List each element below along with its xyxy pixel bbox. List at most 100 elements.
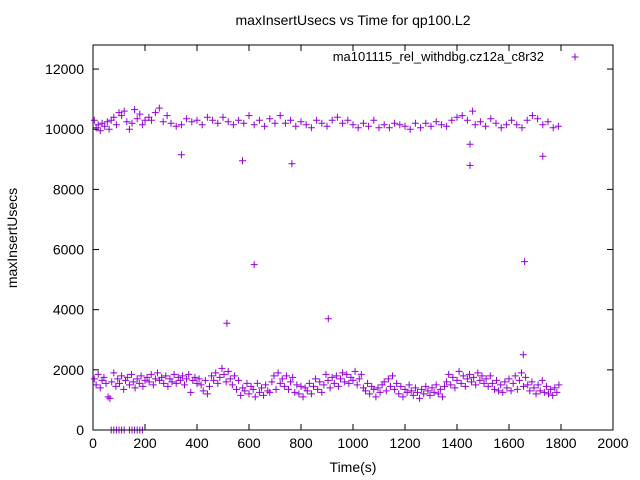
- data-point: [515, 376, 523, 384]
- data-point: [466, 161, 474, 169]
- data-point: [219, 113, 227, 121]
- data-point: [511, 372, 519, 380]
- data-point: [108, 378, 116, 386]
- data-point: [553, 388, 561, 396]
- data-point: [138, 121, 146, 129]
- data-point: [291, 388, 299, 396]
- data-point: [391, 385, 399, 393]
- y-tick-label: 0: [76, 422, 84, 438]
- data-point: [465, 370, 473, 378]
- data-point: [292, 122, 300, 130]
- data-point: [334, 382, 342, 390]
- data-point: [128, 119, 136, 127]
- data-point: [445, 370, 453, 378]
- data-point: [447, 381, 455, 389]
- data-point: [376, 388, 384, 396]
- data-point: [545, 390, 553, 398]
- data-point: [101, 122, 109, 130]
- y-tick-label: 12000: [45, 61, 84, 77]
- data-point: [542, 382, 550, 390]
- data-point: [240, 119, 248, 127]
- data-point: [268, 378, 276, 386]
- data-point: [309, 382, 317, 390]
- data-point: [499, 388, 507, 396]
- data-point: [210, 376, 218, 384]
- data-point: [323, 122, 331, 130]
- data-point: [167, 119, 175, 127]
- data-point: [437, 121, 445, 129]
- data-point: [125, 381, 133, 389]
- data-point: [434, 390, 442, 398]
- data-point: [497, 124, 505, 132]
- data-point: [555, 381, 563, 389]
- data-point: [365, 122, 373, 130]
- data-point: [397, 382, 405, 390]
- data-point: [406, 125, 414, 133]
- data-point: [245, 112, 253, 120]
- data-point: [316, 378, 324, 386]
- data-point: [205, 382, 213, 390]
- data-point: [177, 121, 185, 129]
- y-tick-label: 4000: [53, 302, 84, 318]
- data-point: [297, 382, 305, 390]
- data-point: [282, 372, 290, 380]
- data-point: [471, 121, 479, 129]
- data-point: [149, 381, 157, 389]
- legend-label: ma101115_rel_withdbg.cz12a_c8r32: [333, 49, 544, 64]
- data-point: [384, 375, 392, 383]
- data-point: [349, 121, 357, 129]
- data-point: [191, 373, 199, 381]
- x-tick-label: 400: [185, 435, 209, 451]
- legend: ma101115_rel_withdbg.cz12a_c8r32: [333, 49, 579, 64]
- data-point: [413, 388, 421, 396]
- data-point: [208, 372, 216, 380]
- data-point: [147, 370, 155, 378]
- data-point: [518, 124, 526, 132]
- data-point: [386, 382, 394, 390]
- data-point: [441, 382, 449, 390]
- data-point: [112, 121, 120, 129]
- data-point: [385, 124, 393, 132]
- legend-marker: [571, 53, 579, 61]
- data-point: [426, 391, 434, 399]
- x-axis-ticks: 0 200 400 600 800 1000 1200 1400 1600 1800 2000: [89, 45, 629, 451]
- data-point: [172, 379, 180, 387]
- data-point: [403, 388, 411, 396]
- data-point: [530, 384, 538, 392]
- data-point: [139, 382, 147, 390]
- data-point: [476, 376, 484, 384]
- data-point: [532, 390, 540, 398]
- y-axis-ticks: 0 2000 4000 6000 8000 10000 12000: [45, 61, 613, 438]
- data-point: [526, 387, 534, 395]
- data-point: [349, 376, 357, 384]
- data-point: [295, 390, 303, 398]
- data-point: [313, 116, 321, 124]
- data-point: [395, 390, 403, 398]
- data-point: [508, 116, 516, 124]
- data-point: [505, 375, 513, 383]
- data-point: [195, 375, 203, 383]
- data-point: [307, 124, 315, 132]
- x-tick-label: 1200: [389, 435, 420, 451]
- data-point: [322, 370, 330, 378]
- data-point: [243, 379, 251, 387]
- data-point: [148, 116, 155, 124]
- data-point: [443, 378, 451, 386]
- data-point: [187, 388, 195, 396]
- data-point: [183, 115, 191, 123]
- data-point: [112, 382, 120, 390]
- data-point: [480, 379, 488, 387]
- data-point: [470, 373, 478, 381]
- data-point: [307, 390, 315, 398]
- data-point: [539, 152, 547, 160]
- data-point: [90, 375, 98, 383]
- data-point: [528, 378, 536, 386]
- data-point: [458, 112, 466, 120]
- data-point: [513, 385, 521, 393]
- data-point: [198, 121, 206, 129]
- plot-frame: [92, 44, 614, 431]
- data-point: [490, 385, 498, 393]
- data-point: [361, 387, 369, 395]
- data-point: [345, 379, 353, 387]
- data-point: [332, 372, 340, 380]
